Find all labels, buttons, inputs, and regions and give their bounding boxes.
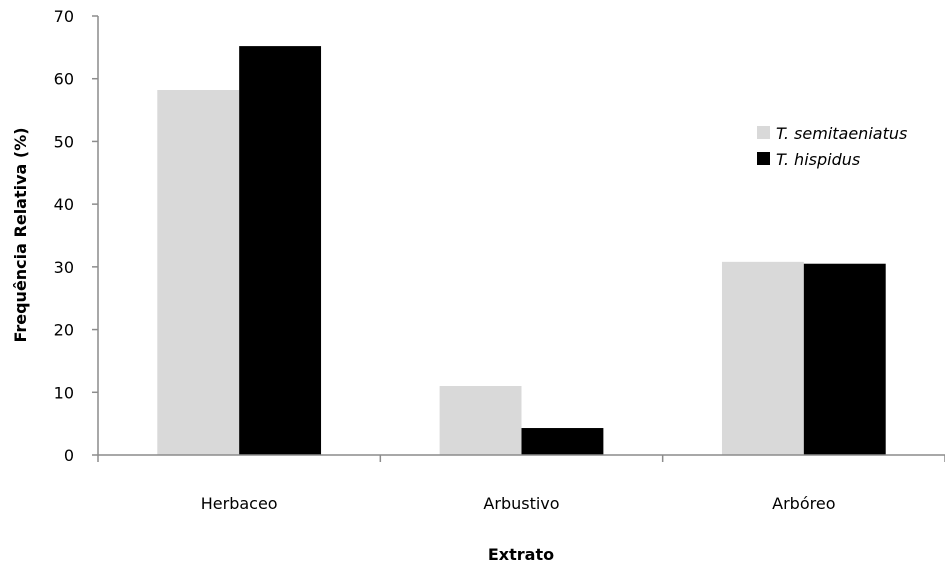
x-axis-title: Extrato — [488, 545, 554, 564]
y-axis-ticks: 0 10 20 30 40 50 60 70 — [54, 7, 98, 465]
bar-semitaeniatus-0 — [157, 90, 240, 455]
bar-hispidus-0 — [239, 46, 322, 456]
x-tick-label: Arbóreo — [772, 494, 835, 513]
x-tick-label: Herbaceo — [201, 494, 278, 513]
bar-semitaeniatus-1 — [439, 386, 522, 455]
bar-hispidus-2 — [803, 263, 886, 455]
y-tick-label: 0 — [64, 446, 74, 465]
y-tick-label: 20 — [54, 321, 74, 340]
x-axis-ticks: Herbaceo Arbustivo Arbóreo — [97, 455, 945, 513]
x-tick-label: Arbustivo — [483, 494, 559, 513]
y-tick-label: 10 — [54, 383, 74, 402]
y-tick-label: 30 — [54, 258, 74, 277]
y-tick-label: 60 — [54, 70, 74, 89]
y-tick-label: 50 — [54, 132, 74, 151]
legend: T. semitaeniatus T. hispidus — [757, 124, 907, 169]
y-tick-label: 40 — [54, 195, 74, 214]
bar-hispidus-1 — [521, 428, 604, 455]
y-axis-title: Frequência Relativa (%) — [11, 127, 30, 342]
legend-swatch — [757, 126, 770, 139]
y-tick-label: 70 — [54, 7, 74, 26]
bar-semitaeniatus-2 — [721, 261, 804, 455]
legend-label: T. semitaeniatus — [776, 124, 907, 143]
bar-group — [157, 46, 886, 456]
legend-swatch — [757, 152, 770, 165]
legend-label: T. hispidus — [776, 150, 860, 169]
